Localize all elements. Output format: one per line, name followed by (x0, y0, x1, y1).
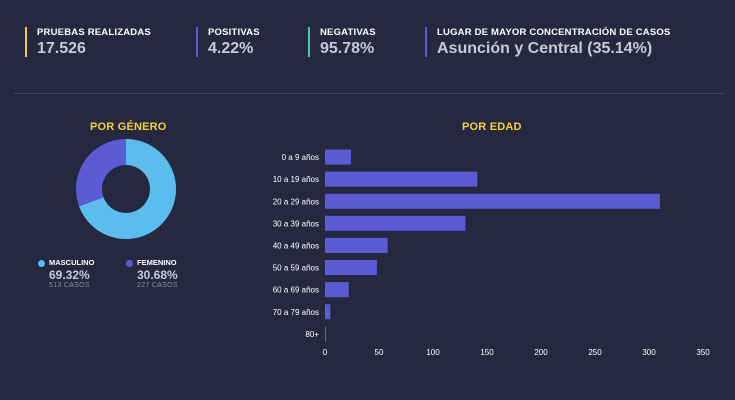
gender-donut-chart (76, 139, 176, 239)
age-bar (325, 193, 660, 209)
x-tick-label: 350 (696, 348, 710, 357)
stat-positive-label: POSITIVAS (208, 27, 260, 38)
stat-negative-label: NEGATIVAS (320, 27, 376, 38)
age-bar (325, 260, 377, 276)
legend-masculino-label: MASCULINO (49, 258, 95, 267)
age-bar (325, 326, 327, 342)
x-tick-label: 100 (426, 348, 440, 357)
age-category-label: 60 a 69 años (273, 286, 319, 295)
x-tick-label: 200 (534, 348, 548, 357)
stat-positive-value: 4.22% (208, 40, 254, 57)
stat-location-value: Asunción y Central (35.14%) (437, 40, 653, 57)
age-bar (325, 171, 478, 187)
age-category-label: 20 a 29 años (273, 197, 319, 206)
stat-location: LUGAR DE MAYOR CONCENTRACIÓN DE CASOS As… (425, 27, 670, 57)
legend-femenino-dot (126, 260, 133, 267)
x-tick-label: 0 (323, 348, 328, 357)
gender-title: POR GÉNERO (90, 121, 167, 133)
legend-femenino-cases: 227 CASOS (137, 282, 178, 289)
age-bar (325, 304, 331, 320)
legend-femenino-percent: 30.68% (137, 268, 178, 282)
age-category-label: 70 a 79 años (273, 308, 319, 317)
age-category-label: 10 a 19 años (273, 175, 319, 184)
age-category-label: 80+ (305, 330, 319, 339)
section-divider (14, 93, 725, 94)
stat-positive: POSITIVAS 4.22% (196, 27, 260, 57)
age-bar (325, 237, 388, 253)
age-category-label: 0 a 9 años (282, 153, 319, 162)
x-tick-label: 250 (588, 348, 602, 357)
stat-tests-label: PRUEBAS REALIZADAS (37, 27, 151, 38)
age-category-label: 30 a 39 años (273, 219, 319, 228)
donut-hole (102, 165, 150, 213)
x-tick-label: 300 (642, 348, 656, 357)
age-category-label: 50 a 59 años (273, 264, 319, 273)
stat-tests: PRUEBAS REALIZADAS 17.526 (25, 27, 151, 57)
age-bar (325, 215, 466, 231)
stat-negative: NEGATIVAS 95.78% (308, 27, 376, 57)
stat-negative-value: 95.78% (320, 40, 375, 57)
age-category-label: 40 a 49 años (273, 241, 319, 250)
x-tick-label: 50 (375, 348, 384, 357)
stat-tests-value: 17.526 (37, 40, 86, 57)
legend-masculino-percent: 69.32% (49, 268, 90, 282)
age-title: POR EDAD (462, 121, 522, 133)
legend-masculino-dot (38, 260, 45, 267)
age-bar (325, 282, 349, 298)
age-bar (325, 149, 351, 165)
legend-femenino-label: FEMENINO (137, 258, 177, 267)
stat-location-label: LUGAR DE MAYOR CONCENTRACIÓN DE CASOS (437, 27, 671, 38)
legend-masculino-cases: 513 CASOS (49, 282, 90, 289)
x-tick-label: 150 (480, 348, 494, 357)
